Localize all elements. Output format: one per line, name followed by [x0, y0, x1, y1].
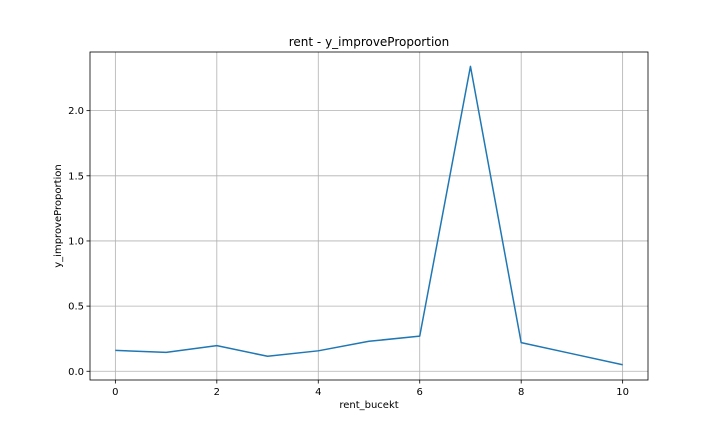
- plot-frame: [89, 51, 649, 381]
- x-tick-label: 8: [518, 387, 524, 398]
- x-tick-label: 10: [616, 387, 629, 398]
- chart-title: rent - y_improveProportion: [289, 35, 449, 49]
- y-tick-label: 0.5: [68, 302, 84, 313]
- y-tick-label: 0.0: [68, 367, 84, 378]
- x-tick-label: 6: [417, 387, 423, 398]
- x-tick-label: 4: [315, 387, 321, 398]
- series-line: [115, 65, 623, 366]
- y-tick-label: 1.5: [68, 171, 84, 182]
- tick-group: 0 2 4 6 8 10 0.0 0.5 1.0 1.5 2.0: [68, 106, 629, 398]
- grid-lines: [90, 52, 648, 380]
- series-group: [115, 65, 623, 366]
- y-axis-label: y_improveProportion: [53, 164, 64, 267]
- x-tick-label: 2: [214, 387, 220, 398]
- x-tick-label: 0: [112, 387, 118, 398]
- x-axis-label: rent_bucekt: [339, 400, 398, 411]
- y-tick-label: 1.0: [68, 236, 84, 247]
- y-tick-label: 2.0: [68, 106, 84, 117]
